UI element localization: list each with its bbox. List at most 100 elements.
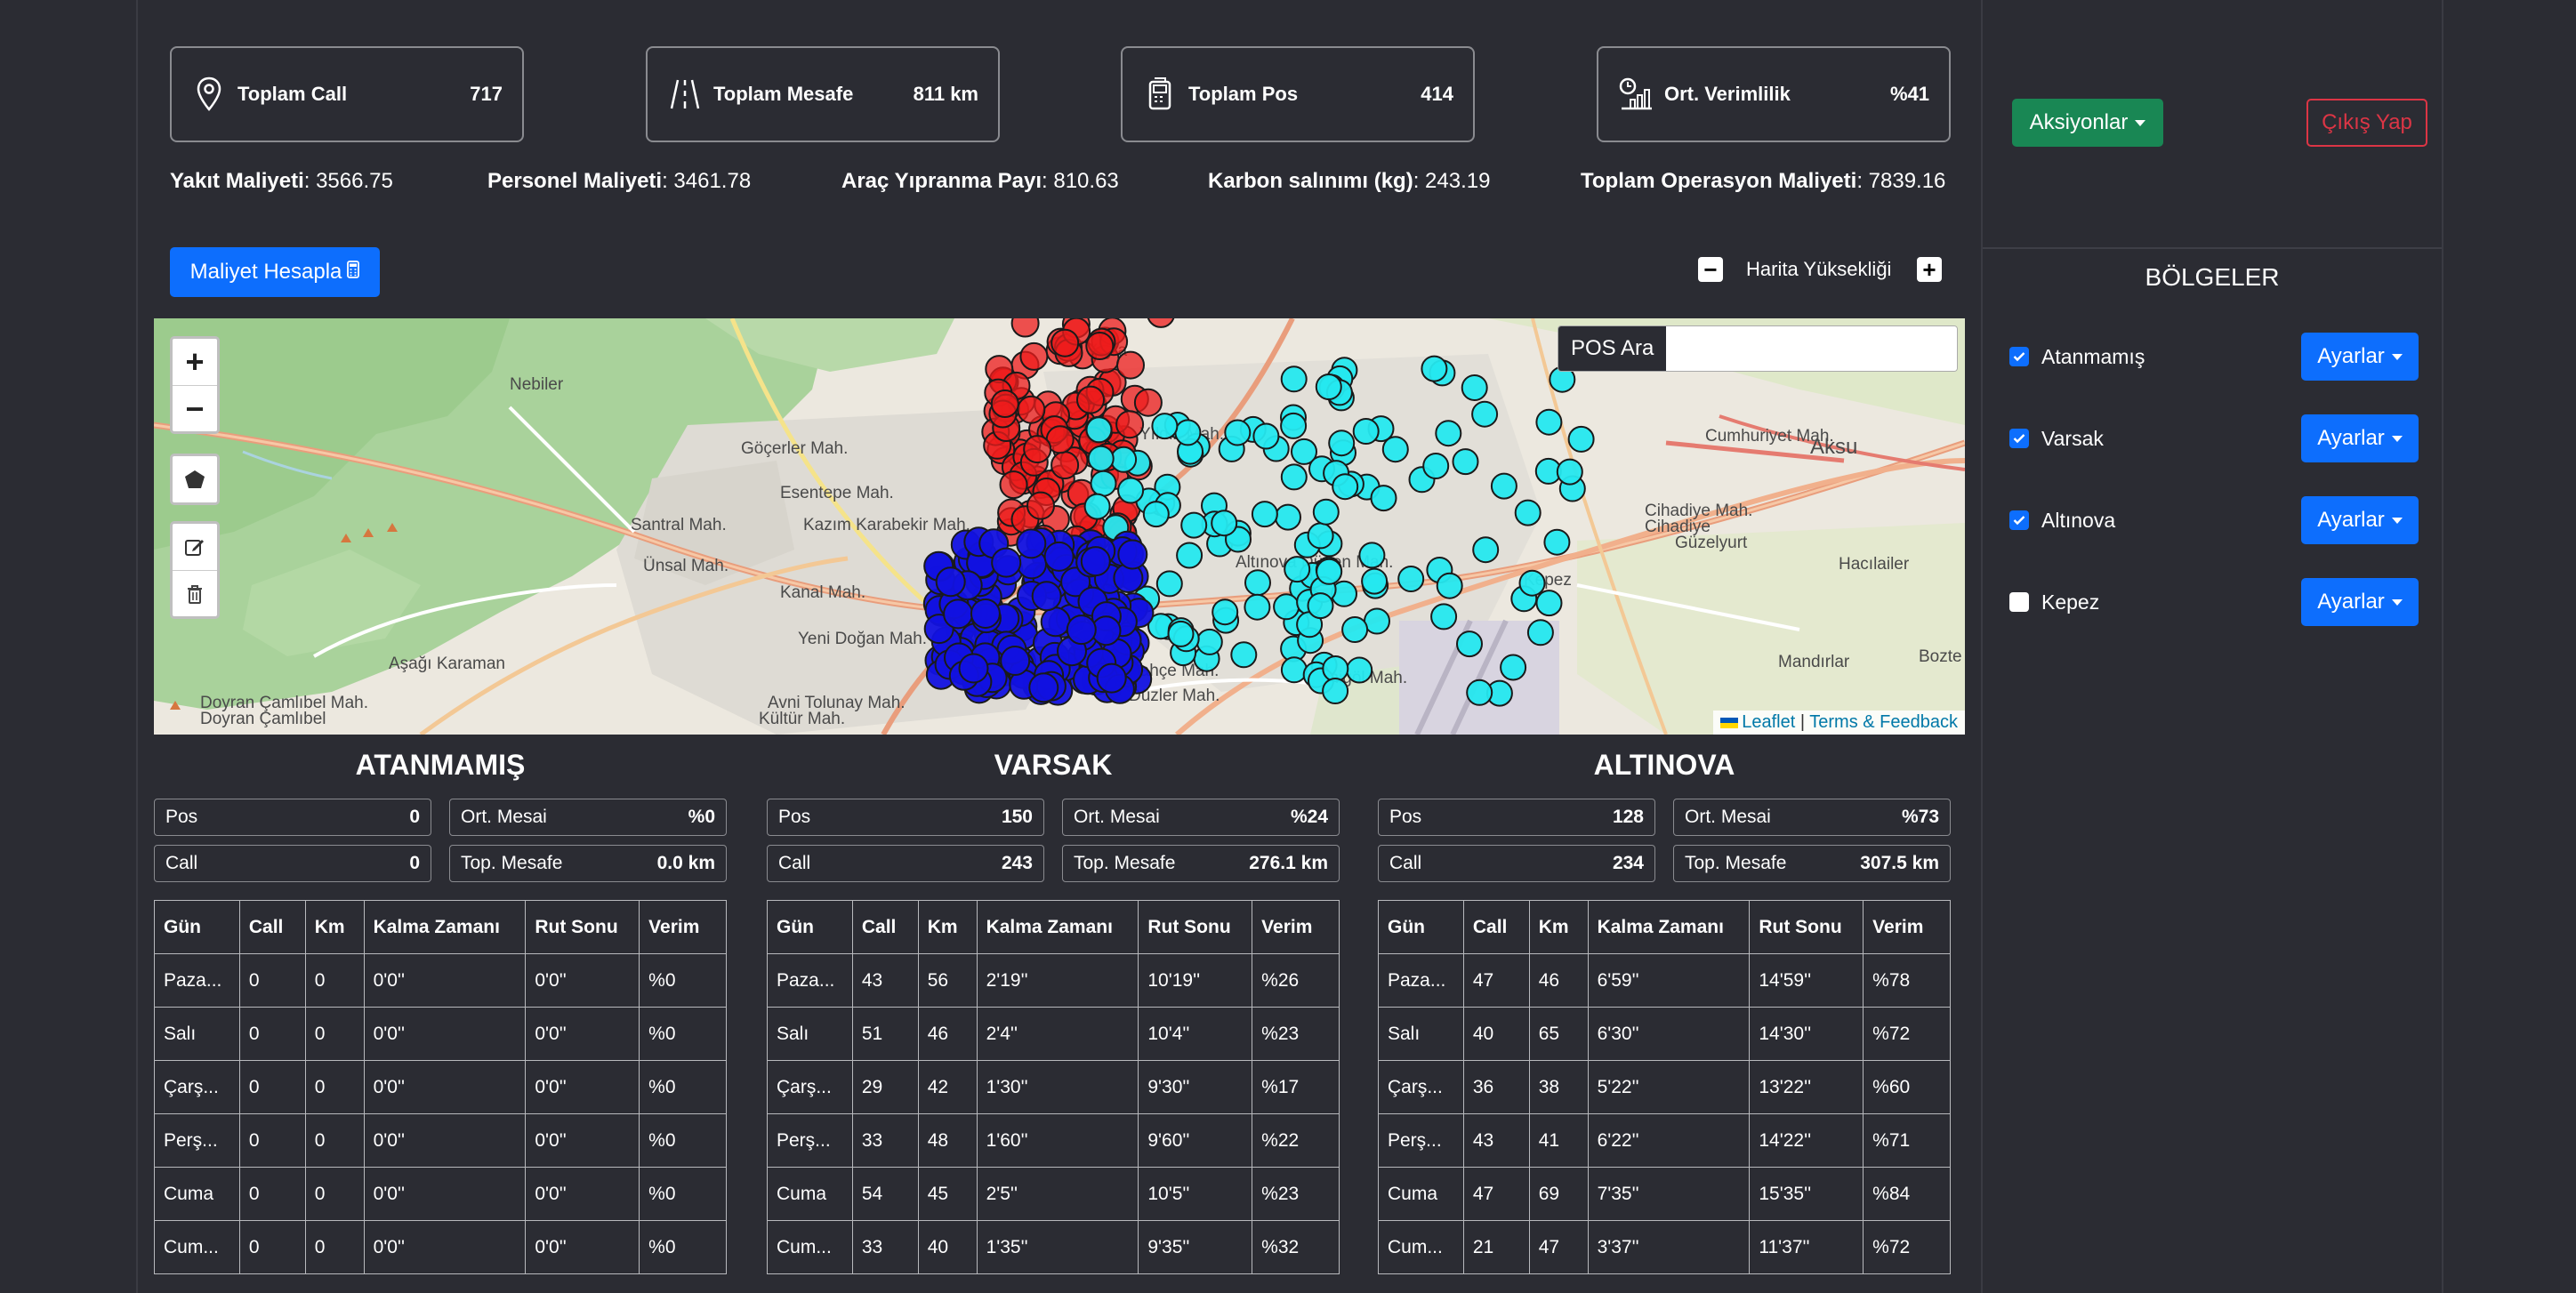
edit-layers-button[interactable] bbox=[173, 524, 217, 570]
pos-marker-altinova[interactable] bbox=[1332, 473, 1359, 501]
pos-marker-altinova[interactable] bbox=[1280, 365, 1308, 393]
pos-marker-altinova[interactable] bbox=[1456, 630, 1483, 658]
pos-marker-unassigned[interactable] bbox=[1117, 539, 1148, 570]
pos-marker-altinova[interactable] bbox=[1251, 501, 1278, 528]
pos-marker-altinova[interactable] bbox=[1518, 569, 1546, 597]
pos-marker-varsak[interactable] bbox=[1010, 318, 1040, 338]
pos-marker-altinova[interactable] bbox=[1328, 430, 1356, 457]
region-settings-button[interactable]: Ayarlar bbox=[2301, 333, 2419, 381]
pos-marker-unassigned[interactable] bbox=[1016, 528, 1047, 559]
pos-marker-altinova[interactable] bbox=[1315, 373, 1342, 400]
pos-marker-altinova[interactable] bbox=[1244, 569, 1271, 597]
pos-marker-altinova[interactable] bbox=[1535, 590, 1563, 617]
pos-marker-altinova[interactable] bbox=[1364, 607, 1390, 635]
pos-marker-altinova[interactable] bbox=[1176, 542, 1203, 569]
pos-marker-altinova[interactable] bbox=[1142, 501, 1170, 528]
pos-marker-varsak[interactable] bbox=[1026, 491, 1055, 520]
pos-marker-unassigned[interactable] bbox=[958, 653, 989, 684]
pos-marker-varsak[interactable] bbox=[999, 470, 1028, 500]
pos-marker-altinova[interactable] bbox=[1514, 499, 1542, 526]
pos-marker-unassigned[interactable] bbox=[935, 566, 966, 598]
pos-marker-altinova[interactable] bbox=[1155, 570, 1183, 598]
pos-marker-altinova[interactable] bbox=[1280, 463, 1308, 491]
pos-marker-altinova[interactable] bbox=[1275, 503, 1301, 531]
pos-marker-varsak[interactable] bbox=[1115, 410, 1145, 439]
pos-marker-altinova[interactable] bbox=[1273, 593, 1300, 621]
pos-marker-unassigned[interactable] bbox=[1096, 663, 1127, 694]
terms-feedback-link[interactable]: Terms & Feedback bbox=[1809, 712, 1958, 732]
zoom-in-button[interactable]: + bbox=[185, 343, 205, 380]
pos-marker-unassigned[interactable] bbox=[991, 547, 1022, 578]
leaflet-link[interactable]: Leaflet bbox=[1742, 712, 1796, 732]
pos-marker-altinova[interactable] bbox=[1422, 453, 1450, 479]
pos-marker-altinova[interactable] bbox=[1174, 419, 1202, 446]
pos-marker-unassigned[interactable] bbox=[1040, 606, 1071, 638]
region-settings-button[interactable]: Ayarlar bbox=[2301, 414, 2419, 462]
pos-marker-altinova[interactable] bbox=[1567, 425, 1595, 453]
region-checkbox[interactable] bbox=[2009, 592, 2029, 612]
pos-marker-altinova[interactable] bbox=[1180, 511, 1208, 539]
map[interactable]: Nebiler Göçerler Mah. Esentepe Mah. Santral… bbox=[154, 318, 1965, 735]
pos-marker-altinova[interactable] bbox=[1466, 679, 1493, 706]
pos-marker-altinova[interactable] bbox=[1087, 445, 1115, 472]
pos-marker-unassigned[interactable] bbox=[1031, 581, 1062, 612]
pos-marker-altinova[interactable] bbox=[1280, 412, 1308, 439]
pos-marker-varsak[interactable] bbox=[1051, 451, 1080, 480]
region-checkbox[interactable] bbox=[2009, 347, 2029, 366]
region-checkbox[interactable] bbox=[2009, 510, 2029, 530]
pos-marker-altinova[interactable] bbox=[1195, 628, 1223, 655]
pos-marker-altinova[interactable] bbox=[1151, 413, 1179, 440]
map-height-decrease-button[interactable]: − bbox=[1698, 257, 1723, 282]
pos-marker-unassigned[interactable] bbox=[1043, 541, 1075, 572]
map-height-increase-button[interactable]: + bbox=[1917, 257, 1942, 282]
pos-marker-altinova[interactable] bbox=[1543, 528, 1571, 556]
pos-marker-altinova[interactable] bbox=[1167, 620, 1195, 647]
pos-marker-altinova[interactable] bbox=[1316, 558, 1343, 585]
pos-marker-unassigned[interactable] bbox=[943, 598, 974, 630]
pos-marker-unassigned[interactable] bbox=[1066, 614, 1097, 646]
pos-marker-altinova[interactable] bbox=[1230, 641, 1258, 669]
pos-marker-altinova[interactable] bbox=[1212, 598, 1239, 626]
pos-marker-altinova[interactable] bbox=[1252, 422, 1280, 450]
zoom-out-button[interactable]: − bbox=[173, 385, 217, 431]
draw-polygon-button[interactable] bbox=[173, 456, 217, 502]
pos-marker-altinova[interactable] bbox=[1307, 522, 1334, 550]
pos-marker-altinova[interactable] bbox=[1346, 656, 1373, 684]
pos-marker-varsak[interactable] bbox=[1023, 435, 1052, 464]
pos-marker-unassigned[interactable] bbox=[1000, 646, 1031, 676]
pos-marker-altinova[interactable] bbox=[1430, 603, 1458, 630]
pos-marker-altinova[interactable] bbox=[1322, 655, 1349, 682]
pos-marker-altinova[interactable] bbox=[1341, 616, 1369, 643]
pos-marker-altinova[interactable] bbox=[1284, 556, 1311, 583]
pos-marker-altinova[interactable] bbox=[1452, 448, 1479, 476]
pos-marker-altinova[interactable] bbox=[1224, 419, 1252, 446]
map-canvas[interactable]: Nebiler Göçerler Mah. Esentepe Mah. Santral… bbox=[154, 318, 1965, 735]
pos-marker-altinova[interactable] bbox=[1556, 458, 1583, 486]
pos-marker-altinova[interactable] bbox=[1117, 477, 1145, 504]
pos-marker-varsak[interactable] bbox=[1116, 350, 1145, 380]
pos-marker-altinova[interactable] bbox=[1421, 355, 1448, 382]
pos-marker-altinova[interactable] bbox=[1471, 400, 1499, 428]
pos-marker-unassigned[interactable] bbox=[1080, 546, 1111, 577]
logout-button[interactable]: Çıkış Yap bbox=[2306, 99, 2427, 147]
region-settings-button[interactable]: Ayarlar bbox=[2301, 496, 2419, 544]
pos-marker-altinova[interactable] bbox=[1083, 493, 1111, 520]
pos-marker-altinova[interactable] bbox=[1370, 485, 1397, 512]
calculate-cost-button[interactable]: Maliyet Hesapla bbox=[170, 247, 380, 297]
pos-marker-altinova[interactable] bbox=[1291, 438, 1317, 465]
pos-marker-altinova[interactable] bbox=[1472, 536, 1500, 564]
pos-marker-varsak[interactable] bbox=[1076, 385, 1105, 414]
pos-marker-altinova[interactable] bbox=[1322, 678, 1349, 704]
pos-marker-unassigned[interactable] bbox=[970, 598, 1001, 629]
pos-marker-altinova[interactable] bbox=[1352, 418, 1380, 445]
pos-marker-altinova[interactable] bbox=[1244, 593, 1271, 621]
pos-marker-altinova[interactable] bbox=[1500, 654, 1527, 681]
pos-marker-altinova[interactable] bbox=[1110, 446, 1138, 473]
pos-marker-altinova[interactable] bbox=[1535, 408, 1563, 436]
pos-marker-varsak[interactable] bbox=[1147, 318, 1175, 328]
pos-marker-altinova[interactable] bbox=[1211, 510, 1238, 537]
pos-marker-altinova[interactable] bbox=[1361, 567, 1389, 595]
pos-marker-varsak[interactable] bbox=[1051, 328, 1080, 357]
pos-marker-altinova[interactable] bbox=[1435, 420, 1462, 447]
pos-search-input[interactable] bbox=[1666, 326, 1957, 371]
